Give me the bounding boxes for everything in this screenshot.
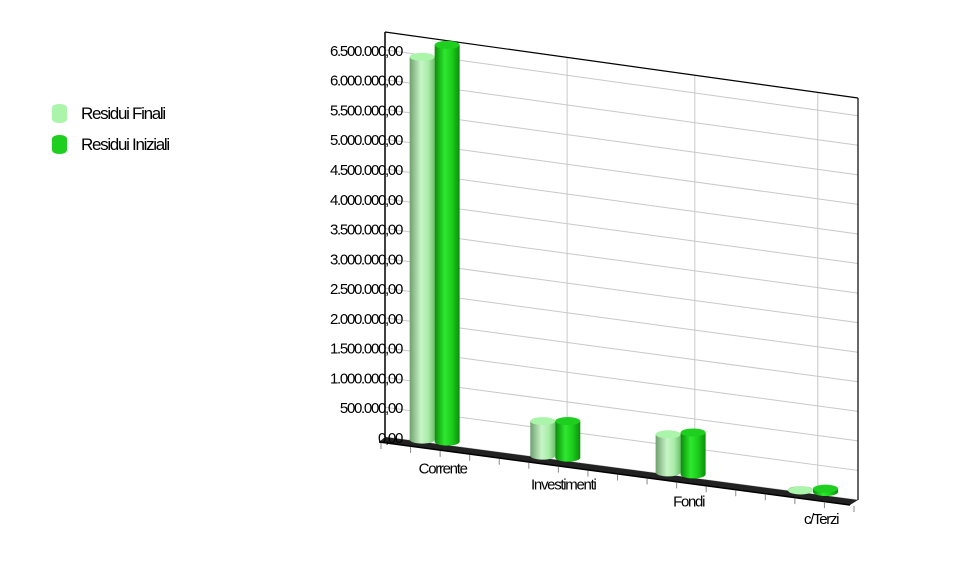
x-category-label: Fondi (673, 493, 705, 510)
y-tick-label: 2.000.000,00 (330, 311, 403, 328)
bars (409, 40, 839, 497)
y-tick-label: 1.000.000,00 (330, 370, 403, 387)
chart-legend: Residui Finali Residui Iniziali (52, 98, 170, 160)
grid-line (384, 79, 859, 146)
grid-line (384, 257, 859, 324)
bar-top (788, 486, 814, 495)
grid-line (384, 138, 859, 205)
legend-item-residui-iniziali: Residui Iniziali (52, 129, 170, 160)
labels: 0,00 500.000,00 1.000.000,00 1.500.000,00 2.… (330, 43, 840, 528)
bar-base (530, 451, 556, 460)
grid-line (384, 287, 859, 353)
legend-swatch-residui-finali (52, 104, 67, 123)
bar-base (680, 470, 706, 479)
bar-top (680, 428, 706, 437)
bar-base (555, 453, 581, 462)
bar-body (655, 434, 681, 473)
top-frame-line (384, 31, 859, 99)
y-tick-label: 1.500.000,00 (330, 341, 403, 358)
grid-line (384, 108, 859, 176)
grid-line (384, 228, 859, 294)
legend-item-residui-finali: Residui Finali (52, 98, 169, 129)
legend-swatch-residui-iniziali (52, 135, 67, 154)
bar-body (409, 56, 435, 440)
grid-line (384, 376, 859, 442)
bar-top (555, 417, 581, 426)
y-tick-label: 0,00 (378, 430, 403, 447)
x-category-label: c/Terzi (804, 511, 839, 528)
bar-body (555, 421, 581, 458)
y-tick-label: 6.000.000,00 (330, 73, 403, 90)
legend-label-residui-iniziali: Residui Iniziali (81, 134, 170, 154)
y-tick-label: 2.500.000,00 (330, 281, 403, 298)
bar-base (409, 435, 435, 444)
bar-body (680, 432, 706, 475)
y-tick-label: 500.000,00 (340, 400, 403, 417)
y-tick-label: 3.500.000,00 (330, 222, 403, 239)
bar-base (655, 468, 681, 477)
bar-base (434, 437, 460, 446)
floor-plane (379, 437, 858, 505)
bar-top (813, 484, 839, 493)
grid-line (384, 347, 859, 412)
grid-line (384, 406, 859, 471)
bar-top (434, 40, 460, 49)
grid-line (384, 49, 859, 117)
bar-top (530, 417, 556, 426)
y-tick-label: 4.500.000,00 (330, 162, 403, 179)
y-tick-label: 4.000.000,00 (330, 192, 403, 209)
grid-line (384, 317, 859, 383)
grid (384, 49, 859, 501)
bar-top (409, 52, 435, 61)
bar-body (434, 44, 460, 442)
bar-body (530, 421, 556, 456)
y-tick-label: 3.000.000,00 (330, 251, 403, 268)
y-tick-label: 5.500.000,00 (330, 102, 403, 119)
y-tick-label: 5.000.000,00 (330, 132, 403, 149)
grid-line (384, 168, 859, 235)
y-tick-label: 6.500.000,00 (330, 43, 403, 60)
legend-label-residui-finali: Residui Finali (81, 103, 166, 123)
x-category-label: Investimenti (531, 477, 596, 494)
axes (378, 31, 859, 512)
x-category-label: Corrente (419, 461, 468, 478)
bar-top (655, 430, 681, 439)
x-axis-line (378, 441, 851, 506)
grid-line (384, 198, 859, 265)
